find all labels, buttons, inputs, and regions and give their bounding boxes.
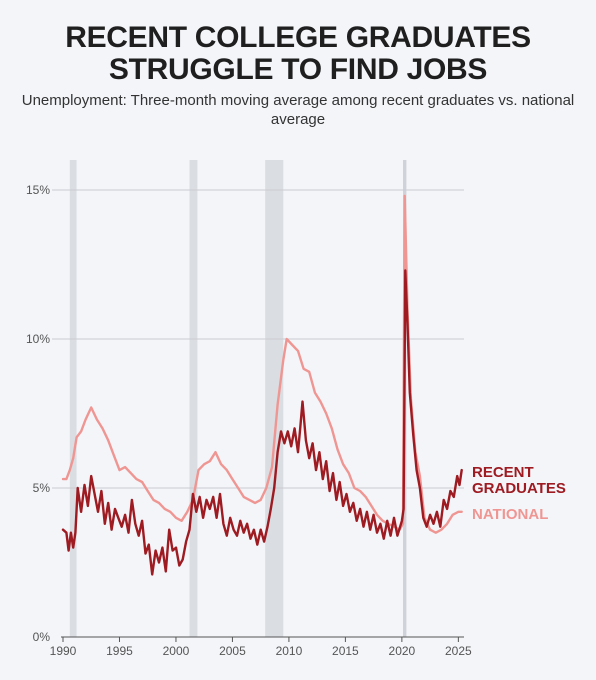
recession-band xyxy=(69,160,77,637)
x-tick-label: 2025 xyxy=(445,644,472,658)
x-tick-label: 1995 xyxy=(106,644,133,658)
series-line-recent-graduates xyxy=(61,269,463,576)
series-label-recent-graduates: RECENT xyxy=(472,464,534,481)
y-tick-label: 15% xyxy=(26,183,50,197)
y-tick-label: 10% xyxy=(26,332,50,346)
chart-title: RECENT COLLEGE GRADUATES STRUGGLE TO FIN… xyxy=(0,22,596,86)
recession-band xyxy=(189,160,198,637)
x-tick-label: 2010 xyxy=(276,644,303,658)
x-tick-label: 2000 xyxy=(163,644,190,658)
x-tick-label: 1990 xyxy=(50,644,77,658)
series-line-national xyxy=(61,194,463,534)
chart-subtitle: Unemployment: Three-month moving average… xyxy=(21,92,575,128)
chart-title-line-1: RECENT COLLEGE GRADUATES xyxy=(65,21,531,54)
y-tick-label: 5% xyxy=(33,481,51,495)
x-tick-label: 2020 xyxy=(389,644,416,658)
recession-band xyxy=(265,160,284,637)
x-tick-label: 2005 xyxy=(219,644,246,658)
chart-title-line-2: STRUGGLE TO FIND JOBS xyxy=(108,53,488,86)
x-tick-label: 2015 xyxy=(332,644,359,658)
series-label-recent-graduates: GRADUATES xyxy=(472,480,566,497)
series-label-national: NATIONAL xyxy=(472,506,548,523)
y-tick-label: 0% xyxy=(33,630,51,644)
